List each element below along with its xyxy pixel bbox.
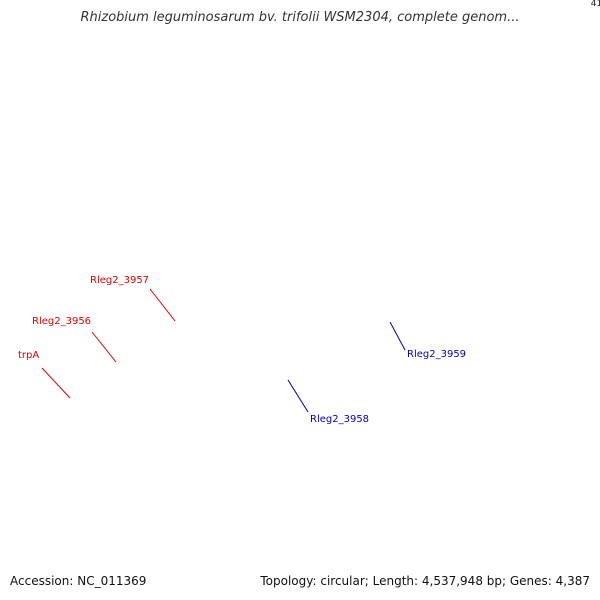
gc-skew-track bbox=[513, 0, 600, 349]
gene-leader bbox=[149, 288, 176, 322]
gene-labels: trpA Rleg2_3956 Rleg2_3957 Rleg2_3958 Rleg2_… bbox=[18, 275, 466, 425]
summary-text: Topology: circular; Length: 4,537,948 bp… bbox=[260, 574, 590, 588]
gene-leader bbox=[41, 367, 71, 399]
tick-label: 4105 kbp bbox=[591, 0, 600, 9]
gene-label: Rleg2_3958 bbox=[310, 414, 369, 425]
accession-text: Accession: NC_011369 bbox=[10, 574, 147, 588]
tick-track: 4102 kbp4103 kbp4104 kbp4105 kbp4106 kbp… bbox=[591, 0, 600, 9]
backbone-arc-inner bbox=[560, 0, 600, 288]
gene-label: Rleg2_3957 bbox=[90, 275, 149, 286]
map-title: Rhizobium leguminosarum bv. trifolii WSM… bbox=[80, 10, 520, 25]
gene-leader bbox=[287, 379, 309, 413]
gene-label: Rleg2_3959 bbox=[407, 349, 466, 360]
feature-track bbox=[551, 0, 600, 303]
gene-label: Rleg2_3956 bbox=[32, 316, 91, 327]
backbone-ring bbox=[560, 0, 600, 288]
gene-label: trpA bbox=[18, 350, 39, 361]
backbone-arc-outer bbox=[564, 0, 600, 283]
gene-leader bbox=[389, 321, 406, 351]
gene-leader bbox=[91, 331, 117, 363]
